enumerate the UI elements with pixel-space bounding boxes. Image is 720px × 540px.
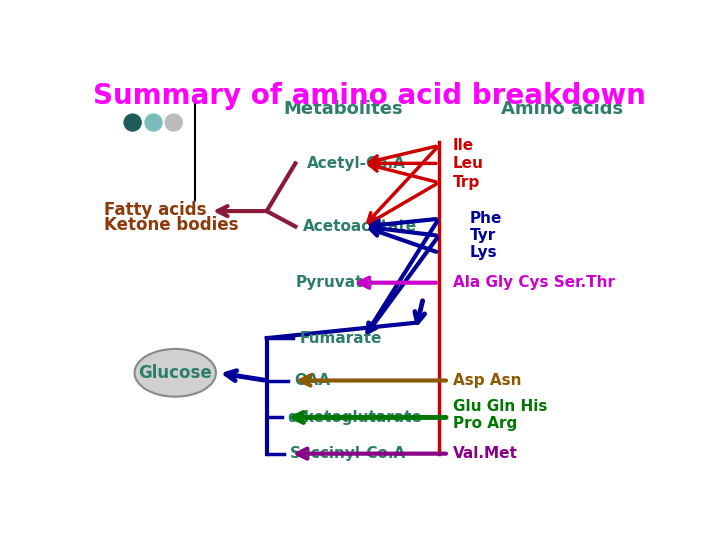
- Text: Glu Gln His
Pro Arg: Glu Gln His Pro Arg: [453, 399, 547, 431]
- Text: Lys: Lys: [469, 245, 498, 260]
- Text: Ile: Ile: [453, 138, 474, 153]
- Text: Fatty acids: Fatty acids: [104, 200, 207, 219]
- Text: Succinyl-Co.A: Succinyl-Co.A: [290, 446, 406, 461]
- Text: Fumarate: Fumarate: [300, 330, 382, 346]
- Text: Summary of amino acid breakdown: Summary of amino acid breakdown: [93, 82, 645, 110]
- Text: Asp Asn: Asp Asn: [453, 373, 521, 388]
- Text: Acetoacetate: Acetoacetate: [303, 219, 418, 234]
- Circle shape: [124, 114, 141, 131]
- Text: Ala Gly Cys Ser.Thr: Ala Gly Cys Ser.Thr: [453, 275, 615, 290]
- Text: α-ketoglutarate: α-ketoglutarate: [287, 410, 423, 425]
- Text: Leu: Leu: [453, 156, 484, 171]
- Text: Pyruvate: Pyruvate: [295, 275, 373, 290]
- Circle shape: [145, 114, 162, 131]
- Circle shape: [165, 114, 182, 131]
- Ellipse shape: [135, 349, 216, 397]
- Text: Phe: Phe: [469, 211, 502, 226]
- Text: Tyr: Tyr: [469, 228, 496, 243]
- Text: OAA: OAA: [294, 373, 330, 388]
- Text: Metabolites: Metabolites: [284, 100, 403, 118]
- Text: Acetyl-Co.A: Acetyl-Co.A: [307, 156, 406, 171]
- Text: Amino acids: Amino acids: [500, 100, 623, 118]
- Text: Val.Met: Val.Met: [453, 446, 518, 461]
- Text: Ketone bodies: Ketone bodies: [104, 216, 238, 234]
- Text: Glucose: Glucose: [138, 364, 212, 382]
- Text: Trp: Trp: [453, 175, 480, 190]
